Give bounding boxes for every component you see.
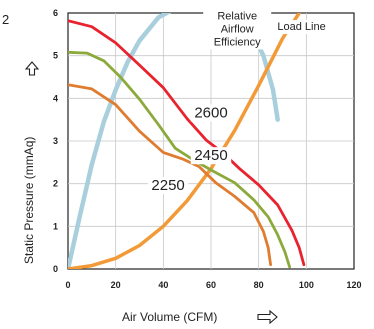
y-tick-label: 3	[53, 136, 58, 146]
y-tick-label: 2	[53, 179, 58, 189]
y-axis-label: Static Pressure (mmAq)	[22, 137, 36, 264]
figure-number: 2	[2, 12, 9, 27]
y-tick-label: 6	[53, 8, 58, 18]
annotation-load-label: Load Line	[277, 21, 325, 33]
x-tick-label: 40	[158, 280, 168, 290]
annotation-background	[147, 177, 189, 195]
annotation-efficiency-label: Relative	[217, 10, 257, 22]
x-tick-label: 20	[111, 280, 121, 290]
y-axis-title: Static Pressure (mmAq)	[22, 137, 36, 264]
y-tick-label: 1	[53, 221, 58, 231]
annotation-background	[190, 147, 232, 165]
x-tick-label: 0	[65, 280, 70, 290]
y-tick-label: 0	[53, 264, 58, 274]
x-tick-label: 60	[206, 280, 216, 290]
annotation-background	[270, 20, 333, 35]
series-line-rpm-2450	[68, 50, 291, 269]
annotation-efficiency-label: Airflow	[221, 23, 254, 35]
x-tick-label: 120	[346, 280, 361, 290]
tick-labels: 0 20 40 60 80 100 120 0 1 2 3 4 5 6	[53, 8, 362, 290]
annotation-background	[203, 9, 272, 50]
x-axis-label: Air Volume (CFM)	[122, 310, 217, 324]
x-axis-arrow-icon	[257, 309, 278, 325]
annotation-rpm-2600-label: 2600	[194, 105, 227, 122]
y-axis-arrow-icon	[24, 61, 40, 76]
grid-lines	[68, 13, 354, 269]
x-tick-label: 80	[254, 280, 264, 290]
annotation-rpm-2250-label: 2250	[151, 177, 184, 194]
series-line-rpm-2250	[68, 83, 272, 267]
y-tick-label: 4	[53, 93, 58, 103]
annotation-efficiency-label: Efficiency	[214, 36, 261, 48]
x-tick-label: 100	[299, 280, 314, 290]
annotation-rpm-2450-label: 2450	[194, 147, 227, 164]
series-line-load-line	[68, 13, 301, 269]
series-line-rpm-2600	[68, 19, 306, 267]
y-tick-label: 5	[53, 51, 58, 61]
annotation-background	[190, 104, 232, 122]
